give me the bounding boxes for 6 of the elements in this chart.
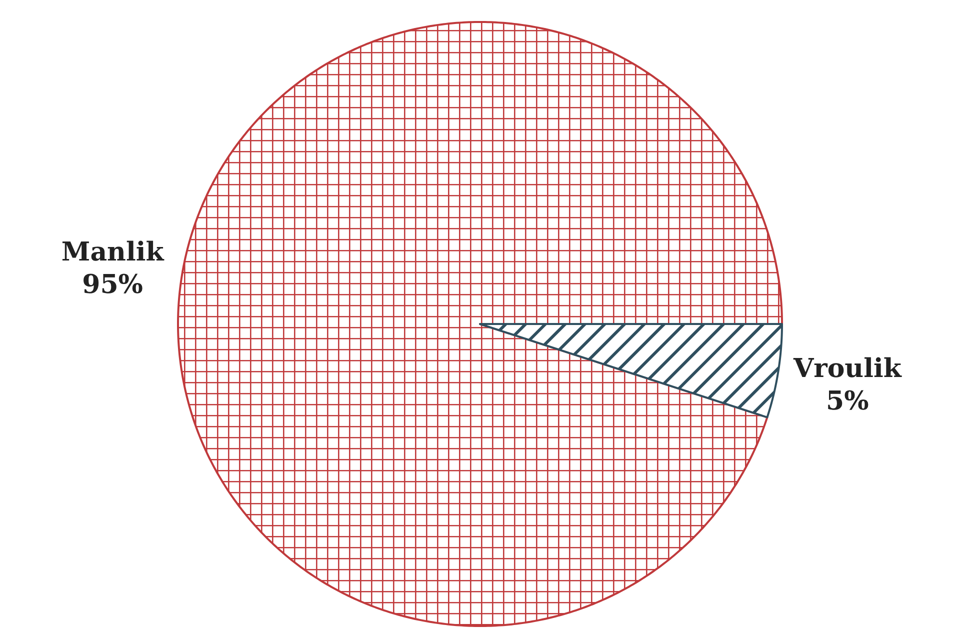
pie-slice [177, 21, 783, 627]
slice-label: Vroulik [792, 354, 902, 384]
slice-label: Manlik [61, 238, 165, 268]
data-label: 5% [826, 386, 870, 416]
pie-slice [479, 323, 783, 418]
data-label: 95% [82, 270, 144, 300]
